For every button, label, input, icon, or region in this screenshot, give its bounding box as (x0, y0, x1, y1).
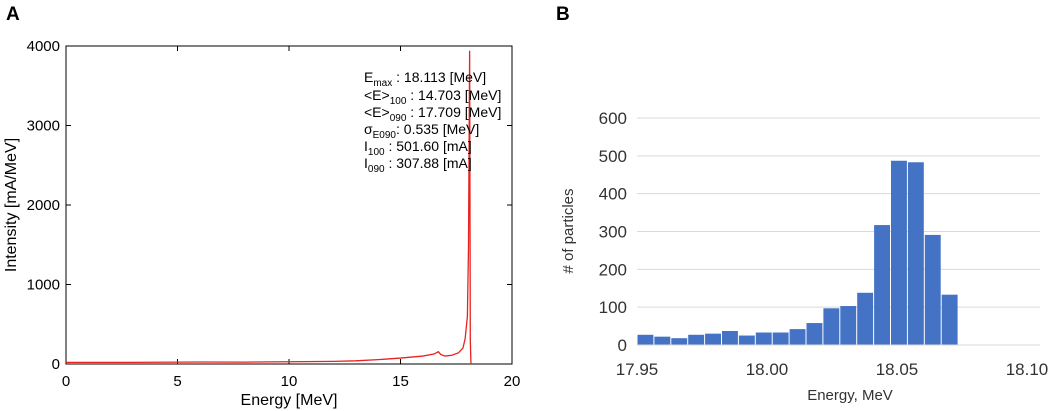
panel-b-y-axis-label: # of particles (560, 188, 577, 273)
b-bar (738, 335, 755, 345)
a-x-tick-label: 5 (173, 373, 181, 390)
b-y-tick-label: 300 (599, 223, 627, 242)
b-bar (705, 333, 721, 345)
panel-b-gridlines (637, 117, 1040, 308)
b-y-tick-label: 600 (599, 109, 627, 128)
b-x-tick-label: 18.10 (1006, 360, 1049, 379)
panel-a-x-ticks: 0 5 10 15 20 (62, 46, 521, 390)
panel-a-x-axis-label: Energy [MeV] (241, 392, 338, 409)
panel-b: B 0 100 200 300 400 500 600 17.95 18.00 18.05 18.… (556, 4, 1048, 404)
b-bar (857, 292, 874, 345)
b-y-tick-label: 500 (599, 147, 627, 166)
annotation-emax: Emax : 18.113 [MeV] (364, 69, 486, 89)
b-bar (722, 331, 738, 345)
panel-a-y-ticks: 0 1000 2000 3000 4000 (27, 38, 512, 373)
panel-a-annotations: Emax : 18.113 [MeV] <E>100 : 14.703 [MeV… (364, 69, 501, 175)
b-bar (688, 334, 705, 345)
a-x-tick-label: 15 (392, 373, 409, 390)
b-bar (840, 306, 857, 345)
a-y-tick-label: 0 (52, 356, 60, 373)
b-x-tick-label: 18.05 (876, 360, 919, 379)
b-bar (654, 336, 671, 345)
a-y-tick-label: 4000 (27, 38, 60, 55)
b-bar (924, 234, 941, 345)
b-y-tick-label: 0 (618, 336, 627, 355)
a-x-tick-label: 0 (62, 373, 70, 390)
b-bar (907, 162, 924, 345)
b-bar (806, 323, 823, 345)
panel-b-y-ticks: 0 100 200 300 400 500 600 (599, 109, 627, 355)
panel-a: A 0 1000 2000 3000 4000 0 5 10 15 20 Emax : 18.1… (3, 4, 520, 409)
b-y-tick-label: 200 (599, 260, 627, 279)
a-y-tick-label: 1000 (27, 277, 60, 294)
b-x-tick-label: 17.95 (616, 360, 659, 379)
annotation-sigma-e090: σE090: 0.535 [MeV] (364, 121, 479, 141)
b-bar (772, 332, 789, 345)
panel-a-y-axis-label: Intensity [mA/MeV] (3, 138, 20, 272)
panel-b-label: B (556, 4, 570, 25)
panel-b-x-ticks: 17.95 18.00 18.05 18.10 (616, 360, 1049, 379)
b-y-tick-label: 100 (599, 298, 627, 317)
b-bar (789, 329, 806, 345)
annotation-i100: I100 : 501.60 [mA] (364, 138, 472, 158)
b-bar (755, 332, 772, 345)
a-x-tick-label: 20 (504, 373, 521, 390)
b-bar (637, 334, 654, 345)
b-x-tick-label: 18.00 (746, 360, 789, 379)
b-bar (823, 308, 840, 345)
annotation-i090: I090 : 307.88 [mA] (364, 155, 472, 175)
a-y-tick-label: 3000 (27, 118, 60, 135)
a-x-tick-label: 10 (281, 373, 298, 390)
b-bar (874, 225, 890, 345)
annotation-e100: <E>100 : 14.703 [MeV] (364, 87, 501, 107)
panel-b-bars (637, 160, 958, 345)
b-y-tick-label: 400 (599, 185, 627, 204)
panel-a-plot-frame (65, 45, 513, 365)
b-bar (891, 160, 907, 345)
panel-b-x-axis-label: Energy, MeV (807, 387, 893, 404)
annotation-e090: <E>090 : 17.709 [MeV] (364, 104, 501, 124)
b-bar (941, 294, 958, 345)
panel-a-intensity-line (66, 50, 472, 365)
a-y-tick-label: 2000 (27, 197, 60, 214)
panel-a-label: A (6, 4, 20, 25)
b-bar (671, 338, 688, 345)
